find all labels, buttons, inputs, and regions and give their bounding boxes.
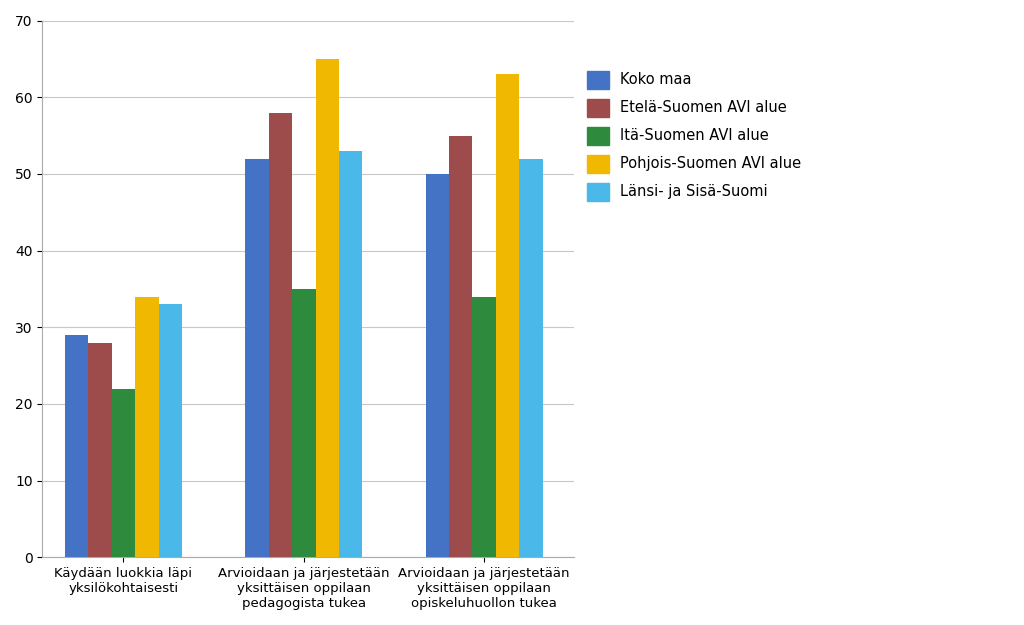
Legend: Koko maa, Etelä-Suomen AVI alue, Itä-Suomen AVI alue, Pohjois-Suomen AVI alue, L: Koko maa, Etelä-Suomen AVI alue, Itä-Suo… [587,71,802,201]
Bar [315,59,339,558]
Bar [426,174,449,558]
Bar [472,296,496,558]
Bar [88,342,112,558]
Bar [112,389,135,558]
Bar [268,112,292,558]
Bar [496,74,519,558]
Bar [135,296,159,558]
Bar [449,136,472,558]
Bar [159,304,182,558]
Bar [339,151,362,558]
Bar [245,159,268,558]
Bar [292,289,315,558]
Bar [519,159,543,558]
Bar [65,335,88,558]
